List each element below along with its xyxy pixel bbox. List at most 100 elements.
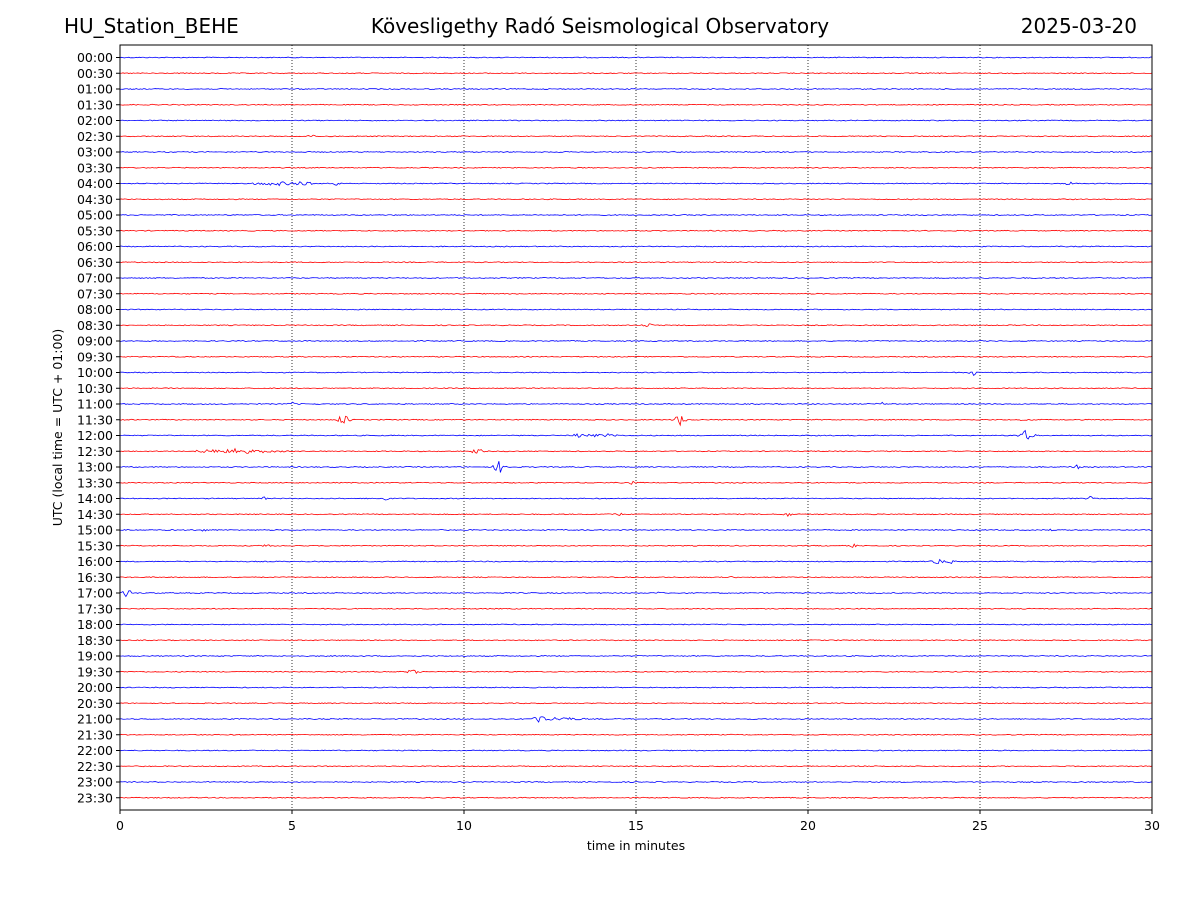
y-tick-label: 07:30 (77, 286, 113, 301)
y-tick-label: 17:00 (77, 586, 113, 601)
y-tick-label: 12:30 (77, 444, 113, 459)
trace-0300 (119, 151, 1153, 153)
trace-0800 (119, 308, 1153, 311)
trace-1130 (119, 415, 1153, 427)
trace-1200 (119, 429, 1153, 440)
trace-1930 (119, 669, 1153, 674)
y-tick-label: 08:30 (77, 318, 113, 333)
y-tick-label: 12:00 (77, 428, 113, 443)
y-tick-label: 18:00 (77, 617, 113, 632)
y-tick-label: 23:00 (77, 775, 113, 790)
y-tick-label: 18:30 (77, 633, 113, 648)
y-tick-label: 16:30 (77, 570, 113, 585)
trace-2000 (119, 686, 1153, 689)
y-axis-ticks: 00:0000:3001:0001:3002:0002:3003:0003:30… (77, 50, 120, 805)
y-tick-label: 22:00 (77, 743, 113, 758)
trace-0230 (119, 134, 1153, 138)
x-tick-label: 0 (116, 818, 124, 833)
y-tick-label: 15:00 (77, 523, 113, 538)
trace-2200 (119, 749, 1153, 752)
trace-0600 (119, 245, 1153, 248)
grid-lines (291, 45, 981, 810)
trace-1030 (119, 387, 1153, 390)
trace-2030 (119, 702, 1153, 705)
trace-0100 (119, 88, 1153, 90)
trace-2130 (119, 733, 1153, 736)
trace-1230 (119, 447, 1153, 454)
y-tick-label: 20:00 (77, 680, 113, 695)
trace-0200 (119, 119, 1153, 122)
trace-1730 (119, 607, 1153, 610)
x-tick-label: 30 (1144, 818, 1160, 833)
trace-2300 (119, 781, 1153, 783)
x-tick-label: 25 (972, 818, 988, 833)
trace-1600 (119, 558, 1153, 565)
y-tick-label: 13:00 (77, 460, 113, 475)
x-tick-label: 15 (628, 818, 644, 833)
trace-0130 (119, 103, 1153, 106)
y-tick-label: 22:30 (77, 759, 113, 774)
trace-1430 (119, 512, 1153, 517)
trace-2100 (119, 716, 1153, 723)
trace-0630 (119, 261, 1153, 264)
y-tick-label: 14:30 (77, 507, 113, 522)
trace-0530 (119, 229, 1153, 232)
y-tick-label: 06:00 (77, 239, 113, 254)
y-tick-label: 14:00 (77, 491, 113, 506)
y-tick-label: 00:00 (77, 50, 113, 65)
y-axis-label: UTC (local time = UTC + 01:00) (50, 329, 65, 527)
trace-1630 (119, 576, 1153, 579)
observatory-title: Kövesligethy Radó Seismological Observat… (370, 14, 830, 38)
y-tick-label: 03:30 (77, 160, 113, 175)
trace-1700 (119, 590, 1153, 598)
y-tick-label: 05:30 (77, 223, 113, 238)
trace-0500 (119, 214, 1153, 216)
y-tick-label: 23:30 (77, 790, 113, 805)
trace-0830 (119, 323, 1153, 327)
y-tick-label: 01:30 (77, 97, 113, 112)
y-tick-label: 10:00 (77, 365, 113, 380)
trace-1400 (119, 495, 1153, 501)
seismic-traces (119, 56, 1153, 799)
y-tick-label: 03:00 (77, 145, 113, 160)
x-axis-ticks: 0 5 10 15 20 25 30 (116, 810, 1160, 833)
y-tick-label: 11:30 (77, 412, 113, 427)
y-tick-label: 05:00 (77, 208, 113, 223)
y-tick-label: 19:00 (77, 649, 113, 664)
trace-0930 (119, 355, 1153, 358)
y-tick-label: 19:30 (77, 664, 113, 679)
y-tick-label: 06:30 (77, 255, 113, 270)
trace-1530 (119, 543, 1153, 548)
y-tick-label: 20:30 (77, 696, 113, 711)
y-tick-label: 04:00 (77, 176, 113, 191)
x-axis-label: time in minutes (587, 838, 685, 853)
y-tick-label: 21:00 (77, 712, 113, 727)
trace-0400 (119, 181, 1153, 187)
y-tick-label: 07:00 (77, 271, 113, 286)
y-tick-label: 13:30 (77, 475, 113, 490)
y-tick-label: 17:30 (77, 601, 113, 616)
y-tick-label: 04:30 (77, 192, 113, 207)
x-tick-label: 10 (456, 818, 472, 833)
trace-1000 (120, 371, 1153, 377)
trace-0330 (119, 166, 1153, 169)
trace-1830 (119, 639, 1153, 642)
y-tick-label: 09:00 (77, 334, 113, 349)
y-tick-label: 16:00 (77, 554, 113, 569)
y-tick-label: 10:30 (77, 381, 113, 396)
trace-2230 (119, 765, 1153, 768)
trace-1300 (119, 461, 1153, 473)
x-tick-label: 5 (288, 818, 296, 833)
y-tick-label: 02:30 (77, 129, 113, 144)
trace-1100 (119, 401, 1153, 405)
y-tick-label: 01:00 (77, 82, 113, 97)
y-tick-label: 08:00 (77, 302, 113, 317)
x-tick-label: 20 (800, 818, 816, 833)
trace-1500 (119, 528, 1153, 532)
trace-0700 (119, 277, 1153, 279)
y-tick-label: 09:30 (77, 349, 113, 364)
trace-2330 (119, 796, 1153, 799)
trace-1800 (119, 623, 1153, 626)
trace-0030 (119, 72, 1153, 75)
